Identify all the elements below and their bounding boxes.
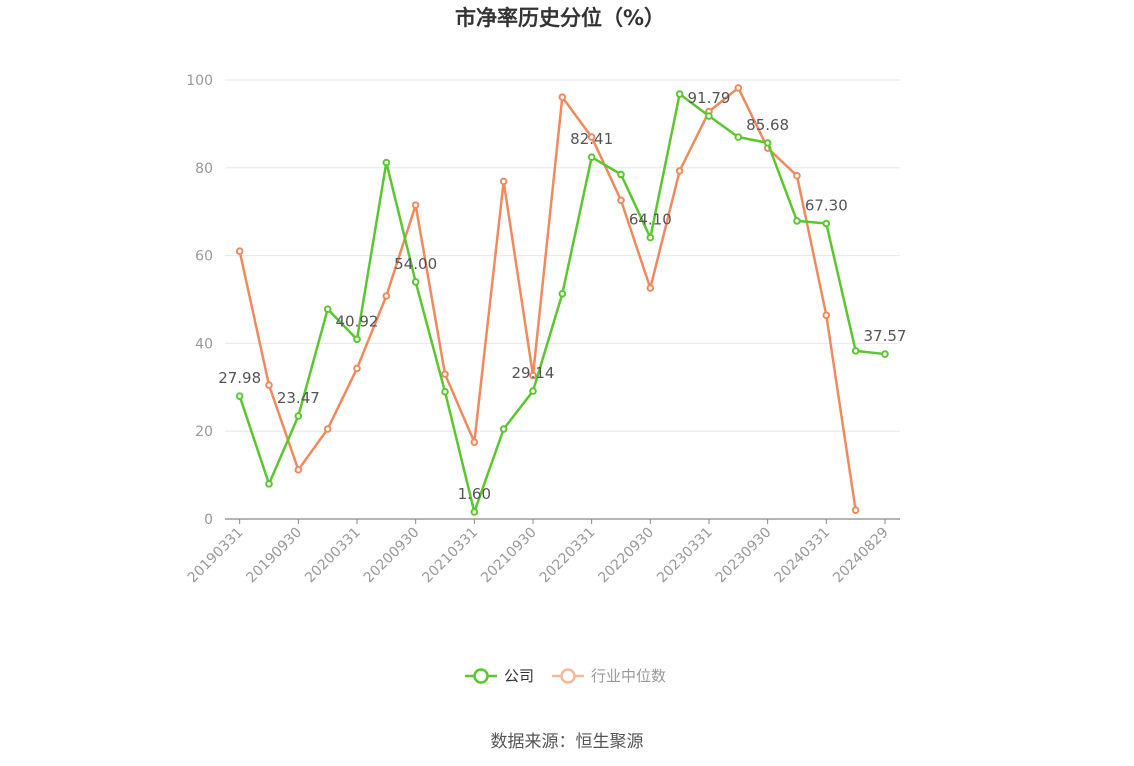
data-point xyxy=(851,347,860,355)
data-point xyxy=(470,508,479,516)
data-label: 29.14 xyxy=(512,364,555,382)
y-tick-label: 20 xyxy=(195,424,213,440)
data-point xyxy=(323,305,332,313)
data-point xyxy=(529,387,537,395)
y-tick-label: 40 xyxy=(195,336,213,352)
data-point xyxy=(617,196,625,205)
data-point xyxy=(793,217,801,225)
x-tick-label: 20200331 xyxy=(302,525,364,587)
x-axis: 2019033120190930202003312020093020210331… xyxy=(185,518,900,587)
data-point xyxy=(587,153,596,162)
legend-marker xyxy=(473,668,489,684)
y-tick-label: 0 xyxy=(204,512,213,528)
data-point xyxy=(617,170,625,179)
data-labels: 27.98 23.47 40.92 54.00 1.60 29.14 82.41 64.10 9… xyxy=(218,89,906,503)
data-label: 40.92 xyxy=(336,312,379,330)
data-point xyxy=(353,364,361,373)
x-tick-label: 20240331 xyxy=(771,525,833,587)
data-point xyxy=(265,381,273,389)
data-point xyxy=(499,177,508,186)
data-label: 64.10 xyxy=(629,211,672,229)
data-point xyxy=(881,350,889,358)
data-label: 27.98 xyxy=(218,369,261,387)
legend-label: 公司 xyxy=(504,667,534,685)
data-point xyxy=(822,219,831,228)
legend-label: 行业中位数 xyxy=(591,667,666,685)
data-label: 82.41 xyxy=(570,130,613,148)
data-point xyxy=(587,133,596,141)
data-label: 23.47 xyxy=(277,389,320,407)
x-tick-label: 20220930 xyxy=(595,525,657,587)
data-label: 1.60 xyxy=(458,485,491,503)
data-point xyxy=(294,466,303,474)
y-tick-label: 80 xyxy=(195,161,213,177)
x-tick-label: 20200930 xyxy=(361,525,423,587)
grid xyxy=(225,79,900,432)
data-point xyxy=(323,425,332,433)
data-point xyxy=(646,233,655,242)
x-tick-label: 20230331 xyxy=(654,525,716,587)
x-tick-label: 20190930 xyxy=(243,525,305,587)
x-tick-label: 20210331 xyxy=(419,525,481,587)
y-tick-label: 60 xyxy=(195,249,213,265)
data-point xyxy=(382,292,391,300)
data-point xyxy=(763,139,772,147)
data-label: 54.00 xyxy=(394,255,437,273)
data-point xyxy=(675,167,684,175)
x-tick-label: 20240829 xyxy=(830,525,892,587)
x-tick-label: 20190331 xyxy=(185,525,247,587)
series-line xyxy=(238,86,857,511)
data-point xyxy=(529,371,537,380)
y-tick-label: 100 xyxy=(186,73,213,89)
series-layer xyxy=(235,84,889,516)
data-point xyxy=(411,278,420,286)
data-point xyxy=(558,93,567,101)
data-point xyxy=(734,133,743,141)
series-line xyxy=(238,92,886,514)
data-point xyxy=(441,387,449,396)
data-point xyxy=(294,412,303,420)
data-point xyxy=(822,311,831,320)
x-tick-label: 20220331 xyxy=(537,525,599,587)
data-point xyxy=(793,171,801,180)
data-point xyxy=(851,506,860,515)
data-label: 37.57 xyxy=(863,327,906,345)
data-point xyxy=(265,480,273,488)
data-point xyxy=(646,284,655,292)
data-point xyxy=(235,392,244,400)
data-label: 85.68 xyxy=(746,116,789,134)
x-tick-label: 20210930 xyxy=(478,525,540,587)
data-label: 67.30 xyxy=(805,197,848,215)
chart-title: 市净率历史分位（%） xyxy=(455,6,665,30)
x-tick-label: 20230930 xyxy=(713,525,775,587)
data-point xyxy=(558,289,567,298)
data-point xyxy=(353,335,361,344)
data-point xyxy=(705,112,713,120)
legend-marker xyxy=(560,668,576,684)
data-point xyxy=(411,201,420,209)
data-label: 91.79 xyxy=(688,89,731,107)
data-point xyxy=(675,90,684,98)
data-point xyxy=(470,438,479,446)
legend[interactable]: 公司 行业中位数 xyxy=(465,667,666,685)
data-point xyxy=(441,370,449,378)
data-point xyxy=(734,84,743,92)
data-point xyxy=(235,247,244,256)
data-point xyxy=(499,425,508,433)
y-axis: 0 20 40 60 80 100 xyxy=(186,73,213,528)
source-note: 数据来源：恒生聚源 xyxy=(491,732,644,752)
data-point xyxy=(382,158,391,167)
